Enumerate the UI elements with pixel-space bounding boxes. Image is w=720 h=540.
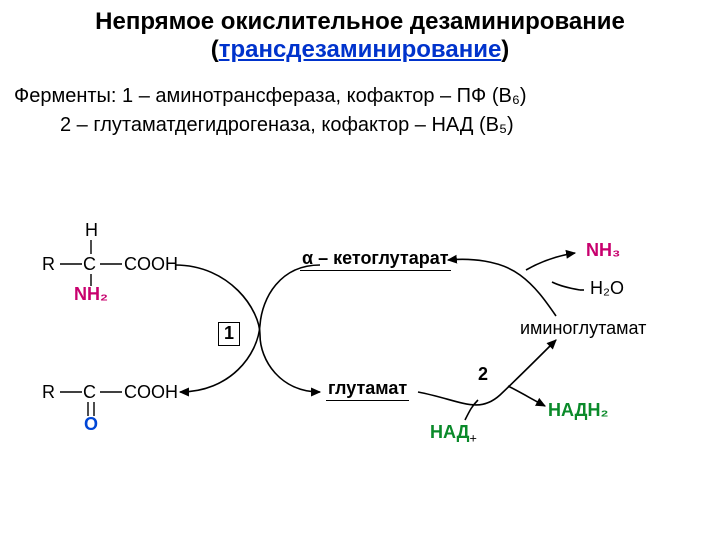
paren-open: ( — [211, 36, 219, 63]
nadh2-label: НАДН₂ — [548, 400, 609, 421]
amino-acid-COOH: COOH — [124, 254, 178, 275]
amino-acid-C: C — [83, 254, 96, 275]
keto-acid-COOH: COOH — [124, 382, 178, 403]
keto-acid-C: C — [83, 382, 96, 403]
step-1-box: 1 — [218, 322, 240, 346]
enzymes-block: Ферменты: 1 – аминотрансфераза, кофактор… — [0, 82, 720, 140]
amino-acid-NH2: NH₂ — [74, 284, 108, 305]
nad-text: НАД — [430, 422, 470, 442]
keto-acid-R: R — [42, 382, 55, 403]
reaction-diagram: R C COOH H NH₂ R C COOH O α – кетоглутар… — [0, 220, 720, 540]
nh3-label: NH₃ — [586, 240, 620, 261]
enzyme-line-2: 2 – глутаматдегидрогеназа, кофактор – НА… — [14, 111, 720, 140]
amino-acid-H: H — [85, 220, 98, 241]
nad-plus-label: НАД+ — [430, 422, 477, 446]
h2o-label: H₂O — [590, 278, 624, 299]
glutamate-label: глутамат — [326, 378, 409, 401]
alpha-ketoglutarate-label: α – кетоглутарат — [300, 248, 451, 271]
enzyme-line-1: Ферменты: 1 – аминотрансфераза, кофактор… — [14, 82, 720, 111]
amino-acid-R: R — [42, 254, 55, 275]
nad-plus-sub: + — [470, 432, 477, 446]
paren-close: ) — [501, 36, 509, 63]
iminoglutamate-label: иминоглутамат — [520, 318, 646, 339]
keto-acid-O: O — [84, 414, 98, 435]
title-line-1: Непрямое окислительное дезаминирование — [0, 8, 720, 36]
title-line-2: (трансдезаминирование) — [0, 36, 720, 64]
title-block: Непрямое окислительное дезаминирование (… — [0, 0, 720, 64]
step-2-label: 2 — [478, 364, 488, 385]
title-transdeamination: трансдезаминирование — [219, 36, 502, 63]
